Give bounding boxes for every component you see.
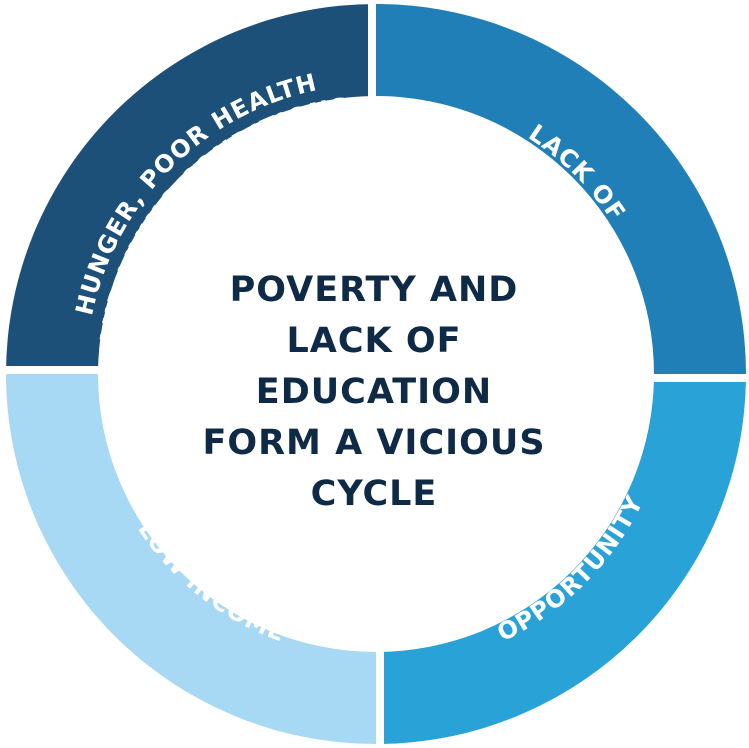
center-title-line: FORM A VICIOUS bbox=[202, 423, 546, 463]
segment-lack-of-opportunity: LACK OF OPPORTUNITY bbox=[376, 374, 746, 744]
segment-arc bbox=[6, 4, 376, 374]
center-title: POVERTY AND LACK OF EDUCATION FORM A VIC… bbox=[174, 265, 574, 520]
segment-arc bbox=[6, 374, 376, 744]
segment-arc bbox=[376, 374, 746, 744]
center-title-line: CYCLE bbox=[310, 474, 438, 514]
center-title-line: POVERTY AND bbox=[229, 270, 519, 310]
center-title-line: LACK OF bbox=[286, 321, 462, 361]
center-title-line: EDUCATION bbox=[255, 372, 493, 412]
segment-arc bbox=[376, 4, 746, 374]
